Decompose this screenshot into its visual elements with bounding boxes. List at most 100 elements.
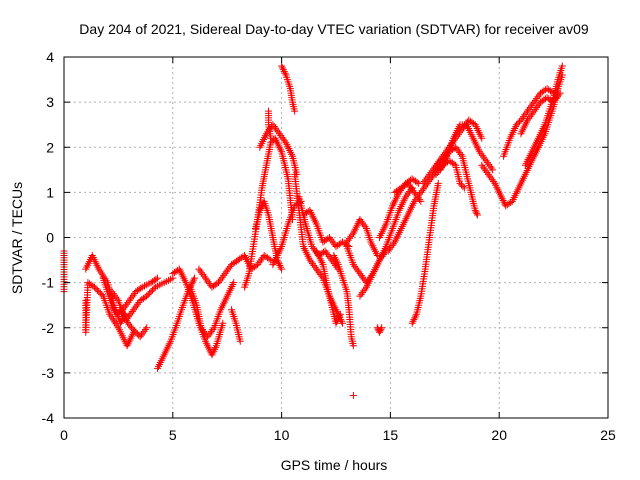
data-point <box>224 266 232 274</box>
data-point <box>200 327 208 335</box>
data-point <box>435 167 443 175</box>
x-tick-labels: 0 5 10 15 20 25 <box>60 427 616 443</box>
data-point <box>274 250 282 258</box>
data-point <box>419 179 427 187</box>
data-point <box>480 153 488 161</box>
series-track-14 <box>265 107 275 142</box>
data-point <box>93 286 101 294</box>
data-point <box>356 270 364 278</box>
data-point <box>473 209 481 217</box>
data-point <box>486 162 494 170</box>
data-point <box>497 193 505 201</box>
data-point <box>412 190 420 198</box>
data-point <box>520 113 528 121</box>
series-track-36 <box>478 143 542 210</box>
data-point <box>203 276 211 284</box>
data-point <box>527 111 535 119</box>
data-point <box>434 179 442 187</box>
data-point <box>478 151 486 159</box>
data-point <box>278 64 286 72</box>
data-point <box>270 259 278 267</box>
data-point <box>477 150 485 158</box>
data-point <box>423 174 431 182</box>
data-point <box>127 295 135 303</box>
data-point <box>420 178 428 186</box>
data-point <box>236 337 244 345</box>
data-point <box>487 174 495 182</box>
data-point <box>143 324 151 332</box>
data-point <box>347 233 355 241</box>
y-axis-label: SDTVAR / TECUs <box>9 182 25 294</box>
data-point <box>314 267 322 275</box>
data-point <box>426 170 434 178</box>
data-point <box>376 327 384 335</box>
data-point <box>123 300 131 308</box>
data-point <box>131 289 139 297</box>
data-point <box>417 188 425 196</box>
data-point <box>343 238 351 246</box>
data-point <box>211 344 219 352</box>
data-point <box>530 98 538 106</box>
series-track-17 <box>278 62 299 115</box>
data-point <box>418 187 426 195</box>
data-point <box>124 313 132 321</box>
data-point <box>414 194 422 202</box>
data-point <box>332 319 340 327</box>
data-point <box>456 179 464 187</box>
data-point <box>131 304 139 312</box>
data-point <box>280 67 288 75</box>
data-point <box>119 309 127 317</box>
data-point <box>480 165 488 173</box>
y-tick-label: 0 <box>46 230 54 246</box>
data-point <box>335 314 343 322</box>
data-point <box>140 327 148 335</box>
data-point <box>489 166 497 174</box>
data-point <box>359 273 367 281</box>
data-point <box>112 293 120 301</box>
data-point <box>217 275 225 283</box>
data-point <box>205 280 213 288</box>
y-tick-label: -2 <box>42 320 55 336</box>
data-point <box>110 305 118 313</box>
data-point <box>486 172 494 180</box>
data-point <box>214 279 222 287</box>
data-point <box>195 265 203 273</box>
data-point <box>220 271 228 279</box>
data-point <box>413 178 421 186</box>
y-tick-label: 2 <box>46 139 54 155</box>
data-point <box>345 234 353 242</box>
series-track-25 <box>356 184 416 300</box>
data-point <box>254 261 262 269</box>
data-point <box>389 240 397 248</box>
data-point <box>129 325 137 333</box>
data-point <box>198 269 206 277</box>
series-track-35 <box>432 157 468 192</box>
data-point <box>273 126 281 134</box>
data-point <box>272 124 280 132</box>
data-point <box>205 331 213 339</box>
data-point <box>90 283 98 291</box>
x-tick-label: 15 <box>383 427 399 443</box>
data-point <box>336 310 344 318</box>
chart-title: Day 204 of 2021, Sidereal Day-to-day VTE… <box>79 21 589 37</box>
data-point <box>339 319 347 327</box>
data-point <box>139 329 147 337</box>
data-point <box>457 181 465 189</box>
series-track-34 <box>436 121 497 174</box>
data-point <box>325 234 333 241</box>
data-point <box>431 163 439 171</box>
data-point <box>355 268 363 276</box>
data-point <box>460 184 468 192</box>
data-point <box>404 179 412 187</box>
data-point <box>432 170 440 178</box>
series-track-37 <box>500 85 558 160</box>
data-point <box>429 165 437 173</box>
data-point <box>256 257 264 265</box>
data-point <box>117 306 125 314</box>
data-point <box>268 137 276 145</box>
data-point <box>450 144 458 152</box>
data-point <box>275 260 283 268</box>
data-point <box>523 107 531 115</box>
series-track-15 <box>251 197 286 273</box>
data-point <box>130 327 138 335</box>
